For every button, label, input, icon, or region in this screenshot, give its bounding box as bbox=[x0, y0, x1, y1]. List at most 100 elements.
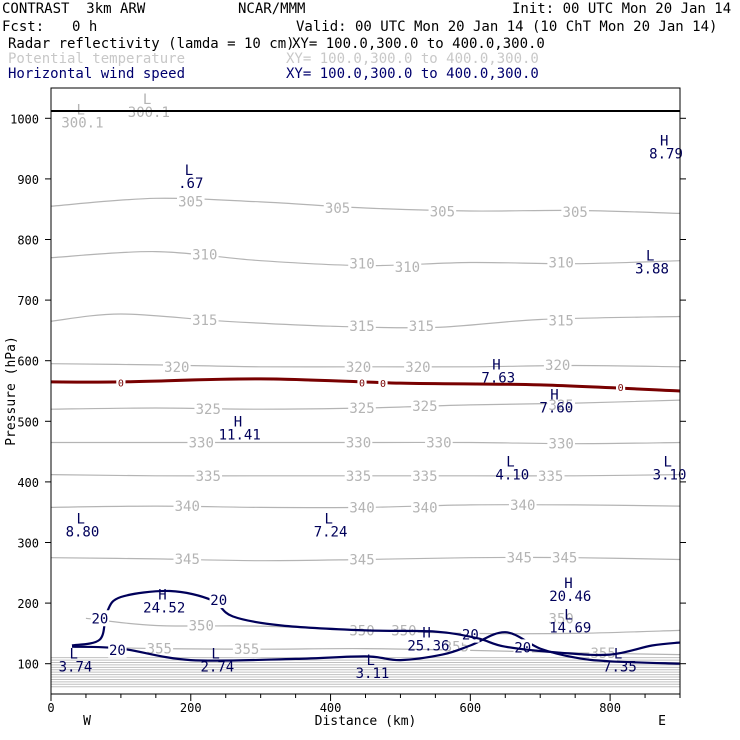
init-time: Init: 00 UTC Mon 20 Jan 14 bbox=[512, 1, 732, 17]
extremum-value: 4.10 bbox=[495, 468, 529, 484]
theta-label-330-bg bbox=[547, 435, 575, 452]
extremum-value: 3.11 bbox=[356, 666, 390, 682]
y-tick-label: 300 bbox=[17, 537, 39, 551]
theta-label-305-bg bbox=[428, 203, 457, 220]
theta-label-335: 335 bbox=[538, 469, 563, 485]
extremum-low-marker: L bbox=[506, 455, 514, 471]
theta-label-345: 345 bbox=[552, 551, 577, 567]
extremum-low-marker: L bbox=[143, 92, 151, 108]
x-tick-label: 200 bbox=[180, 701, 202, 715]
theta-label-340-bg bbox=[348, 499, 376, 516]
theta-label-315: 315 bbox=[409, 319, 434, 335]
fcst-value: 0 h bbox=[72, 19, 98, 35]
theta-label-305: 305 bbox=[178, 194, 203, 210]
extremum-low-marker: L bbox=[366, 653, 374, 669]
zero-label: 0 bbox=[359, 378, 365, 389]
theta-label-315: 315 bbox=[192, 313, 217, 329]
theta-label-330: 330 bbox=[189, 436, 214, 452]
field-name-reflectivity: Radar reflectivity (lamda = 10 cm) bbox=[8, 36, 295, 52]
theta-contours: 305 305 305 305 310 310 310 310 315 315 315 315 320 3… bbox=[50, 193, 681, 662]
theta-label-320-bg bbox=[404, 358, 432, 375]
y-tick-label: 100 bbox=[17, 658, 39, 672]
x-tick-label: 400 bbox=[320, 701, 342, 715]
theta-label-315-bg bbox=[190, 312, 219, 329]
extremum-low-marker: L bbox=[185, 163, 193, 179]
extremum-value: 300.1 bbox=[61, 116, 103, 132]
extremum-low-marker: L bbox=[564, 607, 572, 623]
theta-label-310-bg bbox=[348, 255, 376, 272]
extremum-low-marker: L bbox=[211, 647, 219, 663]
theta-label-315-bg bbox=[547, 312, 575, 329]
x-axis-label: Distance (km) bbox=[315, 714, 417, 729]
zero-label-bg bbox=[615, 378, 626, 395]
theta-label-305: 305 bbox=[430, 205, 455, 221]
zero-label-bg bbox=[116, 373, 126, 390]
org-label: NCAR/MMM bbox=[238, 1, 306, 17]
extremum-value: 7.24 bbox=[314, 525, 348, 541]
theta-label-355-bg bbox=[589, 644, 617, 661]
theta-label-320-bg bbox=[344, 358, 373, 375]
theta-label-335-bg bbox=[194, 467, 223, 484]
theta-label-340: 340 bbox=[510, 498, 535, 514]
y-tick-label: 800 bbox=[17, 234, 39, 248]
theta-label-325-bg bbox=[348, 399, 376, 416]
extremum-low-marker: L bbox=[76, 512, 84, 528]
theta-label-355-bg bbox=[232, 641, 261, 658]
theta-label-340-bg bbox=[173, 498, 202, 515]
theta-label-330: 330 bbox=[346, 436, 371, 452]
extremum-value: 14.69 bbox=[549, 620, 591, 636]
extremum-value: 3.10 bbox=[653, 468, 687, 484]
zero-contour: 0 0 0 0 bbox=[50, 373, 681, 395]
theta-label-340: 340 bbox=[412, 500, 437, 516]
extremum-value: 8.79 bbox=[649, 146, 683, 162]
theta-label-335: 335 bbox=[196, 469, 221, 485]
theta-label-315-bg bbox=[348, 318, 376, 335]
theta-label-335-bg bbox=[411, 467, 439, 484]
theta-label-310: 310 bbox=[549, 256, 574, 272]
theta-label-325: 325 bbox=[549, 398, 574, 414]
y-tick-label: 1000 bbox=[10, 112, 39, 126]
theta-label-350: 350 bbox=[349, 623, 374, 639]
zero-label: 0 bbox=[118, 378, 124, 389]
wind-label-20-bg bbox=[90, 610, 110, 627]
y-tick-label: 500 bbox=[17, 415, 39, 429]
x-tick-label: 600 bbox=[459, 701, 481, 715]
theta-label-355-bg bbox=[442, 638, 471, 655]
extremum-value: 3.74 bbox=[59, 660, 93, 676]
extremum-low-marker: L bbox=[325, 512, 333, 528]
header-block: CONTRAST 3km ARW NCAR/MMM Init: 00 UTC M… bbox=[0, 0, 740, 90]
theta-label-325: 325 bbox=[196, 402, 221, 418]
wind-label-20: 20 bbox=[109, 643, 126, 659]
theta-label-345: 345 bbox=[507, 551, 532, 567]
extremum-value: 11.41 bbox=[219, 428, 261, 444]
theta-label-320-bg bbox=[543, 356, 572, 373]
y-axis-label: Pressure (hPa) bbox=[4, 336, 19, 446]
theta-label-310-bg bbox=[190, 246, 219, 263]
zero-label: 0 bbox=[380, 379, 386, 390]
theta-label-335-bg bbox=[344, 467, 373, 484]
zero-label-bg bbox=[378, 373, 388, 390]
theta-label-350: 350 bbox=[549, 611, 574, 627]
extremum-value: 25.36 bbox=[407, 639, 449, 655]
theta-label-345: 345 bbox=[175, 552, 200, 568]
theta-label-310-bg bbox=[393, 258, 422, 275]
y-tick-label: 700 bbox=[17, 294, 39, 308]
wind-label-20-bg bbox=[209, 592, 228, 609]
y-tick-label: 600 bbox=[17, 355, 39, 369]
theta-label-330-bg bbox=[344, 434, 373, 451]
field-name-wind: Horizontal wind speed bbox=[8, 66, 186, 82]
theta-label-305: 305 bbox=[563, 205, 588, 221]
theta-label-330: 330 bbox=[549, 437, 574, 453]
extremum-low-marker: L bbox=[614, 647, 622, 663]
theta-label-350: 350 bbox=[189, 619, 214, 635]
extremum-value: 7.60 bbox=[539, 400, 573, 416]
theta-label-335: 335 bbox=[346, 469, 371, 485]
theta-label-340-bg bbox=[508, 496, 537, 513]
extremum-value: 20.46 bbox=[549, 589, 591, 605]
theta-label-330: 330 bbox=[426, 436, 451, 452]
theta-label-315: 315 bbox=[549, 314, 574, 330]
extremum-value: .67 bbox=[178, 176, 203, 192]
